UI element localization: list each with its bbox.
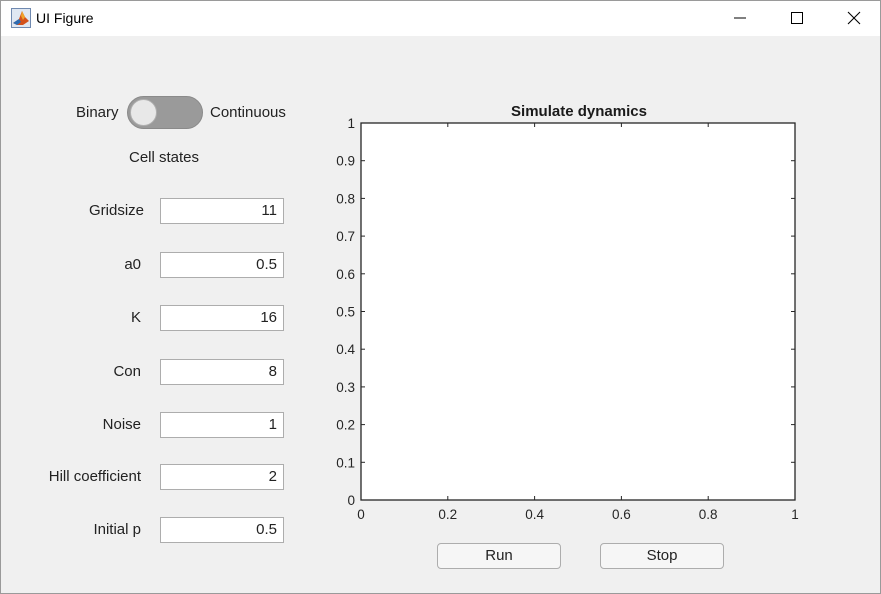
- hill-coefficient-field[interactable]: 2: [160, 464, 284, 490]
- axes-title: Simulate dynamics: [511, 103, 647, 120]
- title-bar: UI Figure: [1, 1, 880, 36]
- x-tick-label-2: 0.4: [525, 507, 544, 522]
- con-label: Con: [113, 363, 141, 380]
- y-tick-label-0: 0: [347, 493, 355, 508]
- simulation-axes[interactable]: Simulate dynamics 0 0.2 0.4 0.6 0.8 1 0 0.1 0.2 0…: [321, 97, 811, 529]
- x-tick-label-3: 0.6: [612, 507, 631, 522]
- toggle-right-label: Continuous: [210, 104, 286, 121]
- cell-states-switch[interactable]: [127, 96, 203, 129]
- y-tick-label-4: 0.4: [336, 342, 355, 357]
- y-tick-label-6: 0.6: [336, 267, 355, 282]
- gridsize-field[interactable]: 11: [160, 198, 284, 224]
- close-icon: [847, 11, 861, 25]
- a0-field[interactable]: 0.5: [160, 252, 284, 278]
- y-tick-label-7: 0.7: [336, 229, 355, 244]
- matlab-icon: [11, 8, 31, 28]
- minimize-button[interactable]: [717, 1, 763, 36]
- y-tick-label-9: 0.9: [336, 154, 355, 169]
- y-tick-label-10: 1: [347, 116, 355, 131]
- close-button[interactable]: [831, 1, 877, 36]
- x-tick-label-4: 0.8: [699, 507, 718, 522]
- stop-button[interactable]: Stop: [600, 543, 724, 569]
- cell-states-caption: Cell states: [129, 149, 200, 166]
- noise-field[interactable]: 1: [160, 412, 284, 438]
- toggle-left-label: Binary: [76, 104, 119, 121]
- minimize-icon: [734, 17, 746, 19]
- y-tick-label-1: 0.1: [336, 455, 355, 470]
- a0-label: a0: [124, 256, 141, 273]
- plot-area[interactable]: [360, 122, 796, 501]
- k-label: K: [130, 309, 141, 326]
- y-tick-label-5: 0.5: [336, 305, 355, 320]
- gridsize-label: Gridsize: [88, 202, 144, 219]
- x-tick-label-1: 0.2: [438, 507, 457, 522]
- con-field[interactable]: 8: [160, 359, 284, 385]
- x-tick-label-0: 0: [357, 507, 365, 522]
- hill-coefficient-label: Hill coefficient: [48, 468, 141, 485]
- maximize-icon: [791, 12, 803, 24]
- x-tick-label-5: 1: [791, 507, 799, 522]
- run-button[interactable]: Run: [437, 543, 561, 569]
- y-tick-label-3: 0.3: [336, 380, 355, 395]
- switch-knob[interactable]: [130, 99, 157, 126]
- y-tick-label-8: 0.8: [336, 191, 355, 206]
- window-title: UI Figure: [36, 10, 94, 26]
- noise-label: Noise: [102, 416, 141, 433]
- initial-p-label: Initial p: [93, 521, 141, 538]
- maximize-button[interactable]: [774, 1, 820, 36]
- initial-p-field[interactable]: 0.5: [160, 517, 284, 543]
- k-field[interactable]: 16: [160, 305, 284, 331]
- y-tick-label-2: 0.2: [336, 418, 355, 433]
